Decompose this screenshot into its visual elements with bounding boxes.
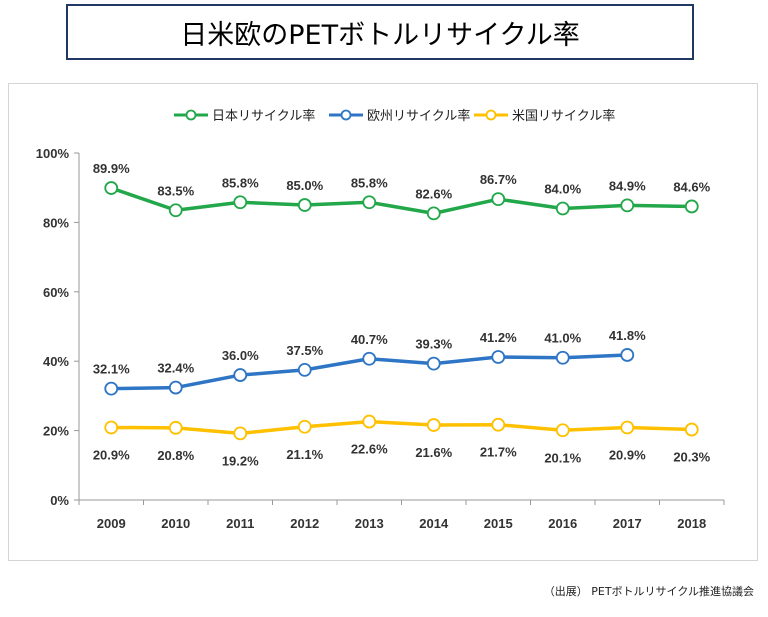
x-tick-label: 2014 <box>419 516 449 531</box>
y-tick-label: 0% <box>50 493 69 508</box>
data-point <box>555 423 570 438</box>
series-line <box>110 186 692 216</box>
chart-frame: 0% 20% 40% 60% 80% 100% 2009 2010 2011 2012 2013 20… <box>8 83 758 561</box>
data-label: 21.1% <box>286 447 323 462</box>
data-point <box>491 350 506 364</box>
x-tick-label: 2017 <box>613 516 642 531</box>
data-point <box>362 195 377 210</box>
data-point <box>297 362 312 377</box>
data-point <box>555 201 570 216</box>
chart-title: 日米欧のPETボトルリサイクル率 <box>66 4 694 60</box>
data-label: 85.8% <box>351 175 388 190</box>
data-label: 37.5% <box>286 343 323 358</box>
data-point <box>297 198 312 212</box>
data-point <box>233 195 248 210</box>
data-label: 20.9% <box>93 447 130 462</box>
data-label: 86.7% <box>480 172 517 187</box>
data-point <box>168 380 183 395</box>
data-label: 22.6% <box>351 442 388 457</box>
x-tick-label: 2009 <box>97 516 126 531</box>
data-point <box>233 368 248 382</box>
data-label: 20.8% <box>157 448 194 463</box>
y-tick-label: 80% <box>43 215 69 230</box>
y-tick-label: 100% <box>36 146 70 161</box>
legend-marker <box>340 109 352 121</box>
x-tick-label: 2011 <box>226 516 254 531</box>
data-label: 20.3% <box>673 450 710 465</box>
data-label: 84.0% <box>544 182 581 197</box>
data-label: 41.8% <box>609 328 646 343</box>
legend-marker <box>485 109 497 121</box>
data-label: 41.2% <box>480 330 517 345</box>
data-label: 20.1% <box>544 450 581 465</box>
x-tick-label: 2010 <box>161 516 190 531</box>
x-tick-label: 2016 <box>548 516 577 531</box>
data-label: 85.0% <box>286 178 323 193</box>
data-point <box>104 420 119 435</box>
y-tick-label: 60% <box>43 285 69 300</box>
data-point <box>426 418 441 432</box>
data-point <box>233 426 248 441</box>
data-point <box>684 199 699 214</box>
data-label: 39.3% <box>415 337 452 352</box>
data-point <box>491 192 506 207</box>
legend-marker <box>185 109 197 121</box>
data-label: 89.9% <box>93 161 130 176</box>
y-tick-label: 40% <box>43 354 69 369</box>
x-tick-label: 2018 <box>677 516 706 531</box>
data-point <box>362 351 377 366</box>
data-point <box>620 420 635 435</box>
data-label: 36.0% <box>222 348 259 363</box>
line-chart: 0% 20% 40% 60% 80% 100% 2009 2010 2011 2012 2013 20… <box>36 108 725 531</box>
data-point <box>426 356 441 371</box>
data-label: 21.6% <box>415 445 452 460</box>
data-label: 84.6% <box>673 179 710 194</box>
x-tick-label: 2012 <box>290 516 319 531</box>
legend-label: 日本リサイクル率 <box>212 108 315 124</box>
x-tick-label: 2015 <box>484 516 513 531</box>
data-label: 84.9% <box>609 178 646 193</box>
data-label: 20.9% <box>609 447 646 462</box>
legend-label: 米国リサイクル率 <box>512 108 615 124</box>
data-label: 32.4% <box>157 361 194 376</box>
data-label: 82.6% <box>415 186 452 201</box>
data-label: 83.5% <box>157 183 194 198</box>
data-point <box>620 348 635 362</box>
data-point <box>104 381 119 396</box>
data-point <box>168 420 183 435</box>
data-point <box>491 417 506 432</box>
series-line <box>111 419 692 436</box>
legend-label: 欧州リサイクル率 <box>367 108 470 124</box>
data-point <box>297 419 312 434</box>
data-label: 32.1% <box>93 362 130 377</box>
data-point <box>426 206 441 221</box>
data-point <box>620 198 635 213</box>
data-label: 19.2% <box>222 453 259 468</box>
data-label: 85.8% <box>222 175 259 190</box>
data-point <box>362 414 377 429</box>
y-tick-label: 20% <box>43 424 69 439</box>
data-point <box>104 181 119 195</box>
data-point <box>684 422 699 437</box>
data-label: 41.0% <box>544 331 581 346</box>
source-note: （出展） PETボトルリサイクル推進協議会 <box>543 585 754 598</box>
data-label: 21.7% <box>480 445 517 460</box>
data-point <box>555 350 570 365</box>
data-point <box>168 203 183 218</box>
data-label: 40.7% <box>351 332 388 347</box>
x-tick-label: 2013 <box>355 516 384 531</box>
